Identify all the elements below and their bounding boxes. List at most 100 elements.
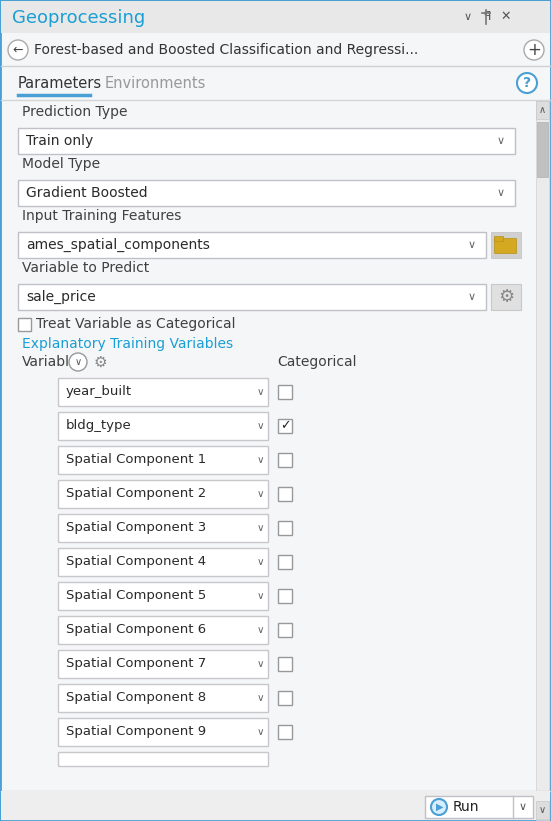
Bar (494, 238, 516, 253)
Bar (537, 122, 548, 177)
Text: ∨: ∨ (464, 12, 472, 22)
Text: Spatial Component 8: Spatial Component 8 (66, 691, 206, 704)
Text: ∨: ∨ (468, 240, 476, 250)
Circle shape (69, 353, 87, 371)
Bar (494, 236, 503, 241)
Bar (18, 180, 515, 206)
Bar (278, 385, 292, 399)
Bar (491, 284, 521, 310)
Bar (536, 101, 549, 119)
Text: bldg_type: bldg_type (66, 420, 132, 433)
Text: Forest-based and Boosted Classification and Regressi...: Forest-based and Boosted Classification … (34, 43, 418, 57)
Text: year_built: year_built (66, 386, 132, 398)
Text: Run: Run (453, 800, 479, 814)
Bar (1, 791, 550, 820)
Bar (278, 521, 292, 535)
Text: ∨: ∨ (256, 421, 264, 431)
Text: ꟼ: ꟼ (483, 10, 491, 22)
Bar (536, 101, 549, 820)
Text: Environments: Environments (105, 76, 207, 91)
Text: Gradient Boosted: Gradient Boosted (26, 186, 148, 200)
Bar (58, 480, 268, 508)
Text: Variable: Variable (22, 355, 78, 369)
Bar (536, 801, 549, 819)
Text: ames_spatial_components: ames_spatial_components (26, 238, 210, 252)
Text: ⚙: ⚙ (498, 288, 514, 306)
Bar (58, 548, 268, 576)
Bar (491, 232, 521, 258)
Bar (18, 128, 515, 154)
Text: ∨: ∨ (468, 292, 476, 302)
Text: ∨: ∨ (74, 357, 82, 367)
Bar (18, 232, 486, 258)
Bar (278, 453, 292, 467)
Text: ∨: ∨ (256, 659, 264, 669)
Bar (278, 691, 292, 705)
Text: ∨: ∨ (497, 136, 505, 146)
Text: Prediction Type: Prediction Type (22, 105, 127, 119)
Text: Spatial Component 4: Spatial Component 4 (66, 556, 206, 568)
Bar (58, 412, 268, 440)
Text: ←: ← (13, 44, 23, 57)
Text: ∨: ∨ (256, 557, 264, 567)
Bar (1, 1, 550, 33)
Text: Spatial Component 9: Spatial Component 9 (66, 726, 206, 739)
Text: Variable to Predict: Variable to Predict (22, 261, 149, 275)
Bar (58, 684, 268, 712)
Text: ∨: ∨ (539, 805, 546, 815)
Text: Categorical: Categorical (277, 355, 356, 369)
Text: ?: ? (523, 76, 531, 90)
Text: Explanatory Training Variables: Explanatory Training Variables (22, 337, 233, 351)
Bar (58, 378, 268, 406)
Text: ∨: ∨ (256, 727, 264, 737)
Bar (58, 446, 268, 474)
Bar (278, 419, 292, 433)
Text: Parameters: Parameters (18, 76, 102, 91)
Bar (58, 718, 268, 746)
Text: ∨: ∨ (256, 489, 264, 499)
Bar (58, 616, 268, 644)
Text: ∨: ∨ (256, 693, 264, 703)
Text: Geoprocessing: Geoprocessing (12, 9, 145, 27)
Text: ∨: ∨ (497, 188, 505, 198)
Bar (18, 318, 31, 331)
Text: sale_price: sale_price (26, 290, 96, 304)
Bar (278, 487, 292, 501)
Bar (278, 589, 292, 603)
Circle shape (8, 40, 28, 60)
Bar (425, 796, 533, 818)
Text: ✕: ✕ (501, 10, 511, 22)
Text: ∨: ∨ (256, 625, 264, 635)
Text: Input Training Features: Input Training Features (22, 209, 181, 223)
Text: ∨: ∨ (256, 387, 264, 397)
Bar (18, 284, 486, 310)
Circle shape (431, 799, 447, 815)
Text: Spatial Component 5: Spatial Component 5 (66, 589, 206, 603)
Text: +: + (527, 41, 541, 59)
Text: ∨: ∨ (256, 591, 264, 601)
Text: ⚙: ⚙ (93, 355, 107, 369)
Text: Spatial Component 3: Spatial Component 3 (66, 521, 206, 534)
Bar (278, 725, 292, 739)
Bar (278, 623, 292, 637)
Text: Model Type: Model Type (22, 157, 100, 171)
Text: ∨: ∨ (256, 523, 264, 533)
Text: Spatial Component 1: Spatial Component 1 (66, 453, 206, 466)
Bar (278, 555, 292, 569)
Text: Spatial Component 7: Spatial Component 7 (66, 658, 206, 671)
Text: ▶: ▶ (436, 802, 444, 812)
Text: ∨: ∨ (256, 455, 264, 465)
Text: ∨: ∨ (519, 802, 527, 812)
Text: ✓: ✓ (280, 420, 290, 433)
Bar (58, 650, 268, 678)
Text: ∧: ∧ (539, 105, 546, 115)
Text: Spatial Component 2: Spatial Component 2 (66, 488, 206, 501)
Text: Treat Variable as Categorical: Treat Variable as Categorical (36, 317, 235, 331)
Circle shape (524, 40, 544, 60)
Circle shape (517, 73, 537, 93)
Bar (58, 582, 268, 610)
Text: Train only: Train only (26, 134, 93, 148)
Bar (58, 514, 268, 542)
Bar (278, 657, 292, 671)
Bar (58, 752, 268, 766)
